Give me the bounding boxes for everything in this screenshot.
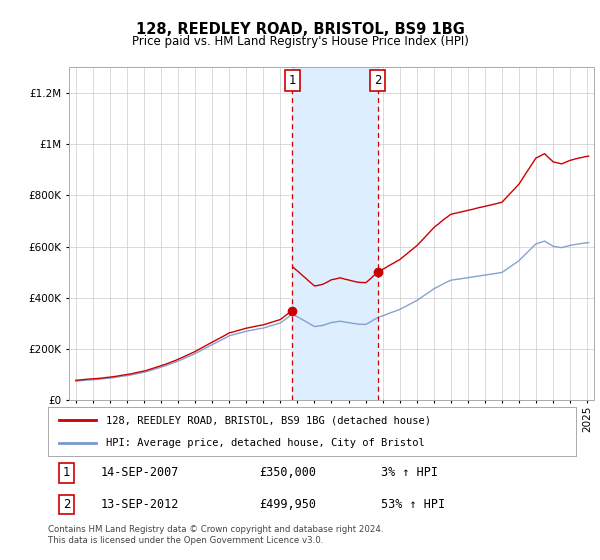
Text: 2: 2 — [374, 74, 382, 87]
Text: HPI: Average price, detached house, City of Bristol: HPI: Average price, detached house, City… — [106, 438, 425, 448]
Text: 13-SEP-2012: 13-SEP-2012 — [101, 498, 179, 511]
Text: £499,950: £499,950 — [259, 498, 316, 511]
Text: 1: 1 — [63, 466, 70, 479]
Text: 3% ↑ HPI: 3% ↑ HPI — [380, 466, 437, 479]
Bar — [292, 67, 377, 400]
Text: Contains HM Land Registry data © Crown copyright and database right 2024.
This d: Contains HM Land Registry data © Crown c… — [48, 525, 383, 545]
Text: 53% ↑ HPI: 53% ↑ HPI — [380, 498, 445, 511]
Text: 128, REEDLEY ROAD, BRISTOL, BS9 1BG (detached house): 128, REEDLEY ROAD, BRISTOL, BS9 1BG (det… — [106, 416, 431, 426]
Text: £350,000: £350,000 — [259, 466, 316, 479]
Text: 14-SEP-2007: 14-SEP-2007 — [101, 466, 179, 479]
Text: 128, REEDLEY ROAD, BRISTOL, BS9 1BG: 128, REEDLEY ROAD, BRISTOL, BS9 1BG — [136, 22, 464, 38]
Text: 2: 2 — [63, 498, 70, 511]
Text: 1: 1 — [289, 74, 296, 87]
Text: Price paid vs. HM Land Registry's House Price Index (HPI): Price paid vs. HM Land Registry's House … — [131, 35, 469, 48]
